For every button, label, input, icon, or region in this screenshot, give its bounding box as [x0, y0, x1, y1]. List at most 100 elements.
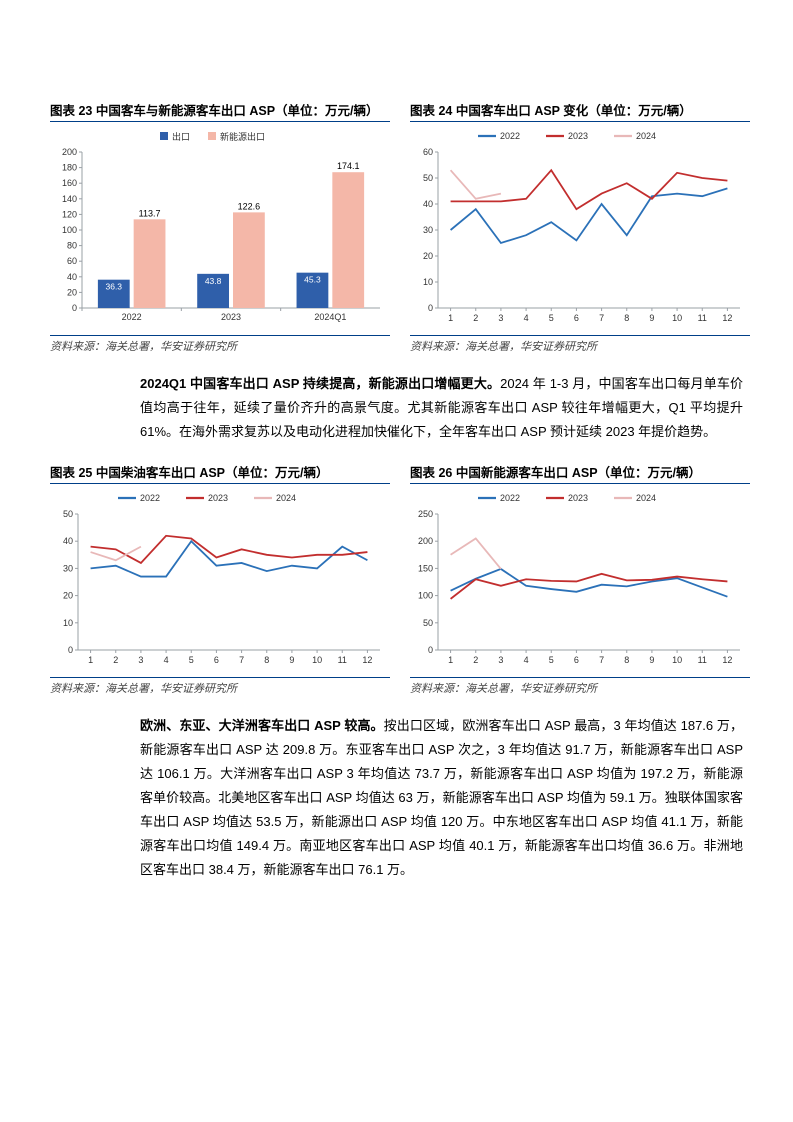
- chart26-svg: 2022202320240501001502002501234567891011…: [410, 490, 750, 670]
- svg-text:新能源出口: 新能源出口: [220, 131, 265, 142]
- chart23-source: 资料来源：海关总署，华安证券研究所: [50, 335, 390, 354]
- svg-text:100: 100: [62, 225, 77, 235]
- svg-text:200: 200: [418, 536, 433, 546]
- para2-rest: 按出口区域，欧洲客车出口 ASP 最高，3 年均值达 187.6 万，新能源客车…: [140, 718, 743, 877]
- svg-text:出口: 出口: [172, 131, 190, 142]
- svg-text:10: 10: [672, 313, 682, 323]
- svg-text:6: 6: [574, 313, 579, 323]
- chart23-col: 图表 23 中国客车与新能源客车出口 ASP（单位：万元/辆） 出口新能源出口0…: [50, 100, 390, 368]
- svg-text:2022: 2022: [140, 493, 160, 503]
- svg-text:2024: 2024: [636, 493, 656, 503]
- chart24-source: 资料来源：海关总署，华安证券研究所: [410, 335, 750, 354]
- para1-bold: 2024Q1 中国客车出口 ASP 持续提高，新能源出口增幅更大。: [140, 376, 500, 391]
- svg-text:140: 140: [62, 194, 77, 204]
- svg-text:8: 8: [624, 313, 629, 323]
- svg-text:45.3: 45.3: [304, 275, 321, 285]
- svg-text:1: 1: [88, 655, 93, 665]
- svg-text:20: 20: [63, 591, 73, 601]
- svg-text:120: 120: [62, 209, 77, 219]
- svg-text:100: 100: [418, 591, 433, 601]
- svg-text:0: 0: [428, 645, 433, 655]
- svg-text:2024Q1: 2024Q1: [314, 312, 346, 322]
- svg-text:9: 9: [289, 655, 294, 665]
- chart24-box: 2022202320240102030405060123456789101112: [410, 128, 750, 331]
- svg-text:12: 12: [722, 313, 732, 323]
- chart25-col: 图表 25 中国柴油客车出口 ASP（单位：万元/辆） 202220232024…: [50, 462, 390, 710]
- chart24-title: 图表 24 中国客车出口 ASP 变化（单位：万元/辆）: [410, 100, 750, 122]
- svg-text:174.1: 174.1: [337, 161, 360, 171]
- paragraph-1: 2024Q1 中国客车出口 ASP 持续提高，新能源出口增幅更大。2024 年 …: [50, 372, 743, 444]
- svg-text:8: 8: [264, 655, 269, 665]
- chart23-svg: 出口新能源出口02040608010012014016018020036.311…: [50, 128, 390, 328]
- svg-text:8: 8: [624, 655, 629, 665]
- chart24-col: 图表 24 中国客车出口 ASP 变化（单位：万元/辆） 20222023202…: [410, 100, 750, 368]
- svg-text:0: 0: [72, 303, 77, 313]
- paragraph-2: 欧洲、东亚、大洋洲客车出口 ASP 较高。按出口区域，欧洲客车出口 ASP 最高…: [50, 714, 743, 882]
- svg-text:50: 50: [63, 509, 73, 519]
- svg-text:2023: 2023: [208, 493, 228, 503]
- chart-row-2: 图表 25 中国柴油客车出口 ASP（单位：万元/辆） 202220232024…: [50, 462, 743, 710]
- svg-text:150: 150: [418, 564, 433, 574]
- svg-text:10: 10: [63, 618, 73, 628]
- svg-text:4: 4: [164, 655, 169, 665]
- svg-text:5: 5: [549, 313, 554, 323]
- svg-text:9: 9: [649, 313, 654, 323]
- svg-text:9: 9: [649, 655, 654, 665]
- para2-bold: 欧洲、东亚、大洋洲客车出口 ASP 较高。: [140, 718, 384, 733]
- svg-text:12: 12: [362, 655, 372, 665]
- svg-text:11: 11: [698, 313, 707, 323]
- svg-text:2023: 2023: [568, 131, 588, 141]
- svg-text:7: 7: [239, 655, 244, 665]
- svg-text:180: 180: [62, 163, 77, 173]
- svg-text:1: 1: [448, 313, 453, 323]
- chart-row-1: 图表 23 中国客车与新能源客车出口 ASP（单位：万元/辆） 出口新能源出口0…: [50, 100, 743, 368]
- svg-text:4: 4: [524, 313, 529, 323]
- svg-text:80: 80: [67, 241, 77, 251]
- chart26-title: 图表 26 中国新能源客车出口 ASP（单位：万元/辆）: [410, 462, 750, 484]
- svg-text:7: 7: [599, 313, 604, 323]
- svg-text:60: 60: [423, 147, 433, 157]
- svg-text:12: 12: [722, 655, 732, 665]
- svg-text:2022: 2022: [500, 493, 520, 503]
- svg-text:20: 20: [423, 251, 433, 261]
- chart25-svg: 20222023202401020304050123456789101112: [50, 490, 390, 670]
- svg-text:4: 4: [524, 655, 529, 665]
- svg-text:2024: 2024: [636, 131, 656, 141]
- chart25-box: 20222023202401020304050123456789101112: [50, 490, 390, 673]
- svg-text:0: 0: [68, 645, 73, 655]
- svg-text:2023: 2023: [568, 493, 588, 503]
- svg-text:6: 6: [214, 655, 219, 665]
- svg-text:50: 50: [423, 618, 433, 628]
- svg-text:60: 60: [67, 256, 77, 266]
- svg-text:3: 3: [498, 655, 503, 665]
- svg-text:2023: 2023: [221, 312, 241, 322]
- svg-text:3: 3: [138, 655, 143, 665]
- svg-text:20: 20: [67, 287, 77, 297]
- svg-text:10: 10: [423, 277, 433, 287]
- svg-text:250: 250: [418, 509, 433, 519]
- svg-text:3: 3: [498, 313, 503, 323]
- chart25-title: 图表 25 中国柴油客车出口 ASP（单位：万元/辆）: [50, 462, 390, 484]
- chart26-box: 2022202320240501001502002501234567891011…: [410, 490, 750, 673]
- svg-text:7: 7: [599, 655, 604, 665]
- chart24-svg: 2022202320240102030405060123456789101112: [410, 128, 750, 328]
- svg-text:5: 5: [549, 655, 554, 665]
- svg-text:43.8: 43.8: [205, 276, 222, 286]
- chart26-col: 图表 26 中国新能源客车出口 ASP（单位：万元/辆） 20222023202…: [410, 462, 750, 710]
- svg-text:1: 1: [448, 655, 453, 665]
- svg-text:122.6: 122.6: [238, 201, 261, 211]
- svg-text:5: 5: [189, 655, 194, 665]
- svg-text:10: 10: [672, 655, 682, 665]
- svg-text:50: 50: [423, 173, 433, 183]
- chart23-box: 出口新能源出口02040608010012014016018020036.311…: [50, 128, 390, 331]
- svg-text:2: 2: [473, 655, 478, 665]
- svg-text:10: 10: [312, 655, 322, 665]
- svg-text:40: 40: [63, 536, 73, 546]
- svg-text:160: 160: [62, 178, 77, 188]
- svg-text:2024: 2024: [276, 493, 296, 503]
- svg-text:40: 40: [67, 272, 77, 282]
- svg-text:40: 40: [423, 199, 433, 209]
- chart26-source: 资料来源：海关总署，华安证券研究所: [410, 677, 750, 696]
- svg-text:2: 2: [113, 655, 118, 665]
- svg-text:11: 11: [698, 655, 707, 665]
